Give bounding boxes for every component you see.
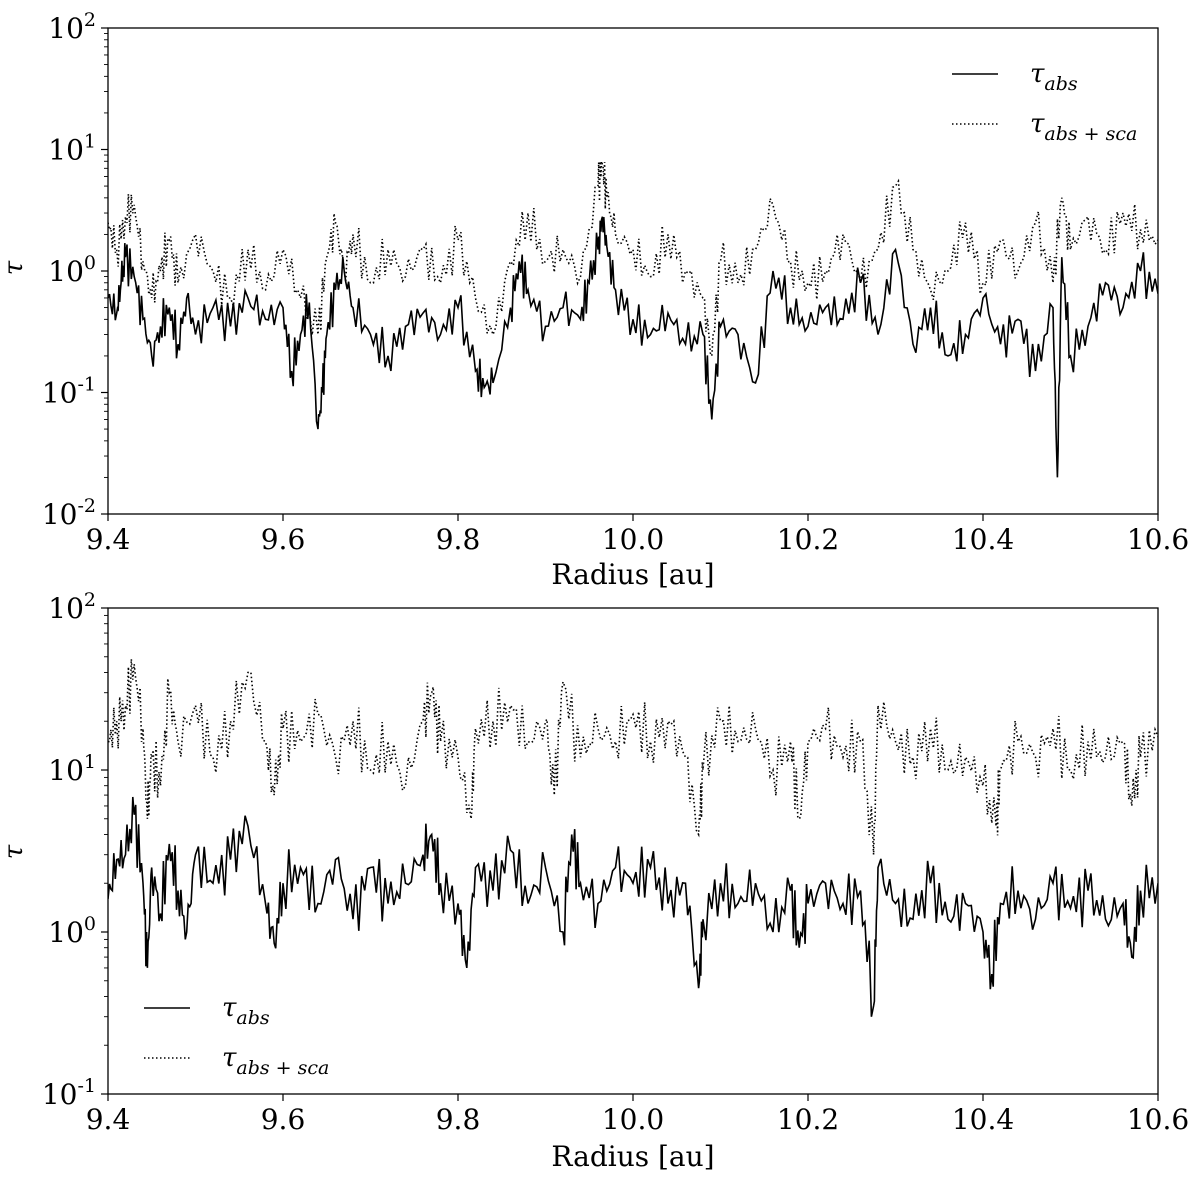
y-tick-label: 100 [48,913,96,949]
x-tick-label: 10.4 [952,1103,1014,1136]
x-axis-label: Radius [au] [551,1140,714,1173]
y-tick-label: 100 [48,252,96,288]
y-tick-label: 10-2 [42,495,96,531]
series-line-tau-abs-sca [108,161,1158,359]
x-tick-label: 10.2 [777,1103,839,1136]
y-tick-label: 102 [48,589,96,625]
x-tick-label: 10.0 [602,1103,664,1136]
y-axis-label: τ [0,844,29,859]
y-axis-label: τ [0,260,29,275]
x-tick-label: 10.6 [1127,1103,1189,1136]
x-tick-label: 9.4 [86,1103,131,1136]
y-tick-label: 101 [48,131,96,167]
y-tick-label: 10-1 [42,1075,96,1111]
x-tick-label: 10.2 [777,523,839,556]
x-tick-label: 9.8 [436,1103,481,1136]
x-tick-label: 10.6 [1127,523,1189,556]
bottom-chart-panel: 9.4 9.6 9.8 10.0 10.2 10.4 10.6 10-1 100 101 102 Ra… [0,589,1189,1173]
x-tick-label: 9.4 [86,523,131,556]
legend-entry: τabs + sca [222,1043,329,1079]
x-tick-label: 9.6 [261,1103,306,1136]
x-tick-label: 10.4 [952,523,1014,556]
legend-entry: τabs + sca [1030,109,1137,145]
plot-frame [107,27,1159,515]
y-tick-label: 102 [48,9,96,45]
series-line-tau-abs [108,216,1158,478]
legend-entry: τabs [222,993,270,1029]
x-tick-label: 9.8 [436,523,481,556]
series-line-tau-abs-sca [108,659,1158,855]
top-chart-panel: 9.4 9.6 9.8 10.0 10.2 10.4 10.6 10-2 10-1 100 101 1… [0,9,1189,591]
x-tick-label: 9.6 [261,523,306,556]
y-tick-label: 101 [48,751,96,787]
series-line-tau-abs [108,796,1158,1017]
legend-entry: τabs [1030,59,1078,95]
y-tick-label: 10-1 [42,374,96,410]
x-axis-label: Radius [au] [551,558,714,591]
x-tick-label: 10.0 [602,523,664,556]
